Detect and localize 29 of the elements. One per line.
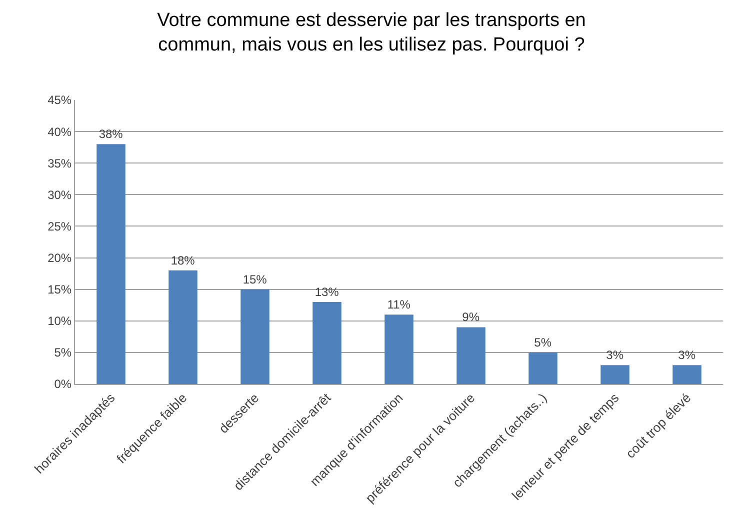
y-tick-label: 0% xyxy=(54,377,72,392)
bar xyxy=(528,352,558,384)
bar xyxy=(168,270,198,384)
y-tick-label: 30% xyxy=(48,188,72,202)
bar xyxy=(672,365,702,384)
bar xyxy=(96,144,126,384)
data-label: 3% xyxy=(606,348,624,362)
y-tick-label: 40% xyxy=(48,124,72,139)
y-tick-label: 45% xyxy=(48,93,72,108)
y-tick-label: 25% xyxy=(48,219,72,234)
bar xyxy=(384,314,414,384)
data-label: 11% xyxy=(387,298,411,312)
data-label: 38% xyxy=(98,127,124,142)
y-tick-label: 15% xyxy=(48,282,72,297)
bar xyxy=(312,302,342,384)
bar xyxy=(600,365,630,384)
bar xyxy=(456,327,486,384)
data-label: 13% xyxy=(314,284,340,299)
chart-title: Votre commune est desservie par les transports en commun, mais vous en les utilisez pas. Pourquoi ? xyxy=(157,10,586,56)
y-tick-label: 20% xyxy=(48,250,72,265)
data-label: 5% xyxy=(534,335,552,350)
data-label: 15% xyxy=(242,272,268,286)
data-label: 18% xyxy=(170,253,196,268)
y-tick-label: 10% xyxy=(48,314,72,328)
bar xyxy=(240,289,270,384)
y-tick-label: 35% xyxy=(48,156,72,170)
data-label: 3% xyxy=(678,348,696,362)
data-label: 9% xyxy=(462,310,480,324)
y-tick-label: 5% xyxy=(54,346,72,360)
